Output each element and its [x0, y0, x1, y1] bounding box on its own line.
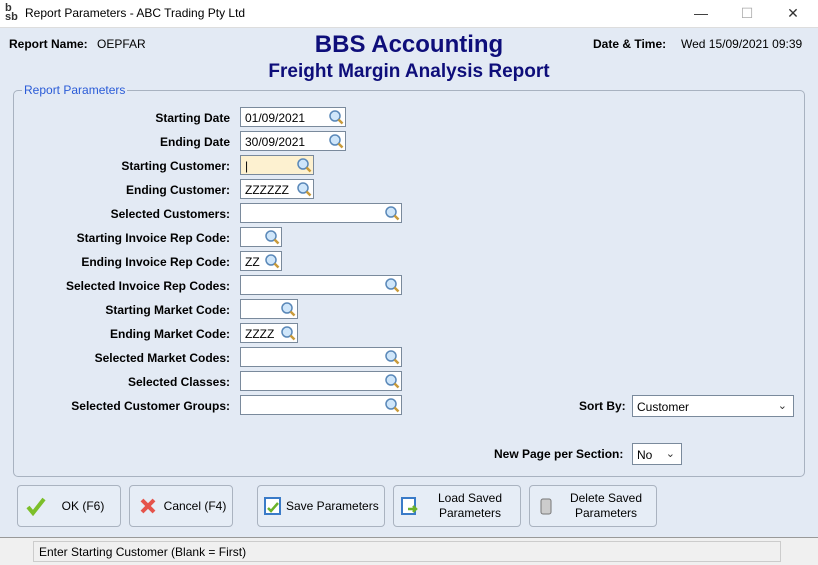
delete-label: Delete Saved Parameters	[569, 491, 643, 520]
search-icon[interactable]	[264, 253, 280, 269]
load-label: Load Saved Parameters	[437, 491, 503, 520]
group-label: Report Parameters	[22, 83, 128, 97]
maximize-button[interactable]: ☐	[740, 5, 754, 21]
search-icon[interactable]	[328, 109, 344, 125]
sort-by-select[interactable]: Customer ⌄	[632, 395, 794, 417]
field-label: Ending Customer:	[126, 183, 230, 197]
field-label: Ending Invoice Rep Code:	[81, 255, 230, 269]
trash-icon	[540, 498, 552, 515]
load-icon	[401, 497, 418, 515]
search-icon[interactable]	[328, 133, 344, 149]
field-label: Starting Invoice Rep Code:	[76, 231, 230, 245]
field-input[interactable]	[240, 299, 298, 319]
search-icon[interactable]	[384, 277, 400, 293]
field-value: 01/09/2021	[245, 111, 306, 125]
field-value: |	[245, 159, 249, 173]
field-input[interactable]: ZZZZ	[240, 323, 298, 343]
chevron-down-icon: ⌄	[665, 448, 675, 460]
search-icon[interactable]	[384, 373, 400, 389]
field-value: ZZZZZZ	[245, 183, 289, 197]
save-icon	[264, 497, 281, 515]
search-icon[interactable]	[384, 349, 400, 365]
field-label: Selected Customer Groups:	[71, 399, 230, 413]
field-value: ZZ	[245, 255, 260, 269]
new-page-value: No	[637, 448, 653, 462]
save-parameters-button[interactable]: Save Parameters	[257, 485, 385, 527]
report-parameters-group	[13, 90, 805, 477]
field-label: Selected Invoice Rep Codes:	[65, 279, 230, 293]
close-button[interactable]: ✕	[787, 5, 799, 21]
app-logo-icon: b sb	[5, 2, 18, 23]
search-icon[interactable]	[296, 181, 312, 197]
cancel-label: Cancel (F4)	[163, 498, 227, 513]
sort-by-value: Customer	[637, 400, 690, 414]
ok-button[interactable]: OK (F6)	[17, 485, 121, 527]
field-label: Starting Market Code:	[105, 303, 230, 317]
field-input[interactable]	[240, 203, 402, 223]
search-icon[interactable]	[264, 229, 280, 245]
field-input[interactable]	[240, 227, 282, 247]
check-icon	[26, 497, 46, 516]
field-label: Starting Date	[155, 111, 230, 125]
title-bar: b sb Report Parameters - ABC Trading Pty …	[0, 0, 818, 28]
window-title: Report Parameters - ABC Trading Pty Ltd	[25, 6, 246, 20]
search-icon[interactable]	[384, 205, 400, 221]
field-input[interactable]	[240, 395, 402, 415]
field-input[interactable]	[240, 347, 402, 367]
save-label: Save Parameters	[286, 498, 379, 513]
new-page-select[interactable]: No ⌄	[632, 443, 682, 465]
app-title: BBS Accounting	[314, 31, 504, 58]
field-input[interactable]: |	[240, 155, 314, 175]
field-label: Selected Customers:	[110, 207, 230, 221]
status-panel: Enter Starting Customer (Blank = First)	[33, 541, 781, 562]
field-input[interactable]: 01/09/2021	[240, 107, 346, 127]
search-icon[interactable]	[384, 397, 400, 413]
field-label: Ending Market Code:	[109, 327, 230, 341]
ok-label: OK (F6)	[61, 498, 105, 513]
search-icon[interactable]	[280, 325, 296, 341]
field-input[interactable]: ZZ	[240, 251, 282, 271]
field-input[interactable]	[240, 275, 402, 295]
field-label: Selected Market Codes:	[94, 351, 230, 365]
search-icon[interactable]	[280, 301, 296, 317]
minimize-button[interactable]: —	[694, 5, 708, 21]
report-name: OEPFAR	[97, 37, 146, 51]
delete-parameters-button[interactable]: Delete Saved Parameters	[529, 485, 657, 527]
field-value: ZZZZ	[245, 327, 275, 341]
status-text: Enter Starting Customer (Blank = First)	[39, 545, 247, 559]
field-label: Selected Classes:	[127, 375, 230, 389]
report-title: Freight Margin Analysis Report	[268, 61, 550, 82]
cancel-button[interactable]: Cancel (F4)	[129, 485, 233, 527]
datetime: Wed 15/09/2021 09:39	[681, 37, 803, 51]
sort-by-label: Sort By:	[579, 399, 626, 413]
field-input[interactable]: 30/09/2021	[240, 131, 346, 151]
field-label: Starting Customer:	[121, 159, 230, 173]
load-parameters-button[interactable]: Load Saved Parameters	[393, 485, 521, 527]
report-name-label: Report Name:	[9, 37, 88, 51]
x-icon	[140, 498, 156, 514]
new-page-label: New Page per Section:	[494, 447, 624, 461]
search-icon[interactable]	[296, 157, 312, 173]
field-input[interactable]	[240, 371, 402, 391]
chevron-down-icon: ⌄	[777, 400, 787, 412]
field-value: 30/09/2021	[245, 135, 306, 149]
field-input[interactable]: ZZZZZZ	[240, 179, 314, 199]
field-label: Ending Date	[159, 135, 230, 149]
datetime-label: Date & Time:	[593, 37, 667, 51]
